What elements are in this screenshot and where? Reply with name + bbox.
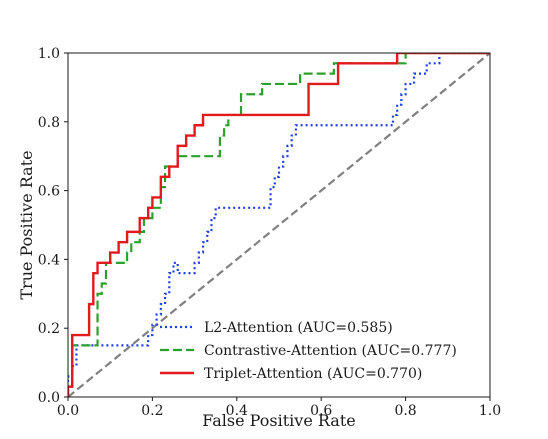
diagonal-layer — [68, 53, 490, 397]
x-tick-label: 0.8 — [394, 403, 416, 419]
plot-frame — [67, 52, 491, 398]
legend-label: L2-Attention (AUC=0.585) — [204, 320, 393, 336]
legend: L2-Attention (AUC=0.585) Contrastive-Atte… — [160, 320, 457, 382]
legend-label: Triplet-Attention (AUC=0.770) — [204, 366, 422, 382]
x-tick-label: 0.2 — [141, 403, 163, 419]
chance-diagonal-line — [68, 53, 490, 397]
x-tick-label: 0.4 — [226, 403, 248, 419]
y-axis-title: True Positive Rate — [17, 150, 36, 299]
y-tick-label: 0.0 — [38, 390, 60, 406]
y-tick-label: 0.4 — [38, 252, 60, 268]
y-tick-label: 0.2 — [38, 321, 60, 337]
y-tick-label: 0.6 — [38, 184, 60, 200]
y-tick-label: 0.8 — [38, 115, 60, 131]
x-axis-ticks: 0.0 0.2 0.4 0.6 0.8 1.0 — [57, 397, 501, 419]
y-axis-ticks: 0.0 0.2 0.4 0.6 0.8 1.0 — [38, 46, 68, 406]
x-tick-label: 0.6 — [310, 403, 332, 419]
series-line-3 — [68, 53, 490, 397]
series-line-2 — [68, 53, 490, 397]
x-tick-label: 1.0 — [479, 403, 501, 419]
x-tick-label: 0.0 — [57, 403, 79, 419]
series-layer — [68, 53, 490, 397]
y-tick-label: 1.0 — [38, 46, 60, 62]
legend-label: Contrastive-Attention (AUC=0.777) — [204, 343, 457, 359]
x-axis-title: False Positive Rate — [202, 411, 356, 430]
